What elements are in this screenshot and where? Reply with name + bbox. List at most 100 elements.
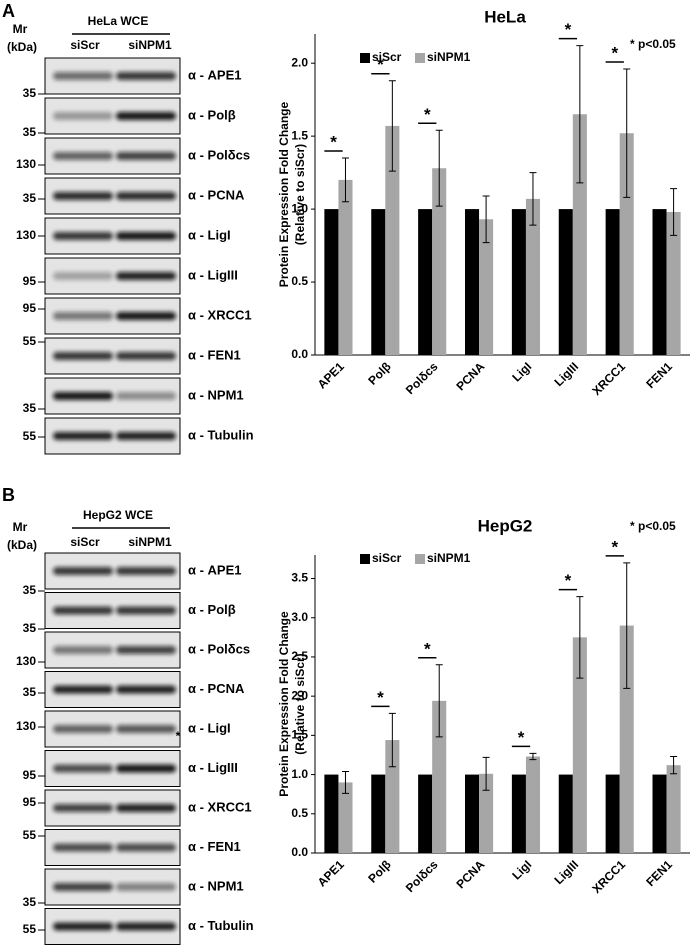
antibody-label: α - Polβ xyxy=(188,602,236,617)
antibody-label: α - LigI xyxy=(188,720,231,735)
blot-title: HepG2 WCE xyxy=(83,508,153,522)
significance-star: * xyxy=(424,639,431,658)
y-axis-label-note: (Relative to siScr) xyxy=(293,144,307,245)
band xyxy=(53,432,113,440)
x-tick-label: PCNA xyxy=(453,359,487,393)
y-tick-label: 0.5 xyxy=(291,806,308,820)
bar xyxy=(558,209,573,355)
y-tick-label: 2.0 xyxy=(291,55,308,69)
band xyxy=(116,843,176,852)
lane-label: siNPM1 xyxy=(128,38,172,52)
error-bar xyxy=(388,712,396,768)
band xyxy=(53,922,113,931)
antibody-label: α - PCNA xyxy=(188,187,245,202)
y-axis-label: Protein Expression Fold Change xyxy=(277,611,291,797)
error-bar xyxy=(435,664,443,738)
significance-star: * xyxy=(424,105,431,124)
band xyxy=(116,567,176,575)
bar xyxy=(324,209,339,355)
mw-marker: 95 xyxy=(23,768,37,782)
x-tick-label: LigIII xyxy=(551,359,581,389)
error-bar xyxy=(576,45,584,184)
bar xyxy=(465,209,480,355)
bar xyxy=(605,774,620,853)
band xyxy=(116,606,176,615)
y-tick-label: 3.5 xyxy=(291,571,308,585)
antibody-label: α - Tubulin xyxy=(188,427,254,442)
band xyxy=(116,432,176,440)
band xyxy=(53,883,113,891)
panel-label: B xyxy=(2,485,15,505)
x-tick-label: LigIII xyxy=(551,857,581,887)
legend-label: siScr xyxy=(372,50,402,64)
bar xyxy=(511,209,526,355)
band xyxy=(53,843,113,852)
x-tick-label: APE1 xyxy=(315,857,347,889)
antibody-label: α - LigIII xyxy=(188,760,238,775)
bar xyxy=(338,782,353,853)
error-bar xyxy=(435,129,443,207)
lane-label: siScr xyxy=(70,535,100,549)
y-tick-label: 0.0 xyxy=(291,845,308,859)
mw-marker: 95 xyxy=(23,795,37,809)
antibody-label: α - APE1 xyxy=(188,562,242,577)
y-tick-label: 2.5 xyxy=(291,649,308,663)
band xyxy=(53,232,113,240)
y-tick-label: 3.0 xyxy=(291,610,308,624)
band xyxy=(116,804,176,812)
antibody-label: α - Polδcs xyxy=(188,641,250,656)
band xyxy=(53,312,113,320)
y-tick-label: 2.0 xyxy=(291,688,308,702)
x-tick-label: FEN1 xyxy=(643,359,675,391)
bar xyxy=(418,774,433,853)
mw-marker: 35 xyxy=(23,191,37,205)
error-bar xyxy=(482,195,490,244)
band xyxy=(53,606,113,615)
mw-marker: 95 xyxy=(23,274,37,288)
antibody-label: α - LigI xyxy=(188,227,231,242)
error-bar xyxy=(341,157,349,203)
mw-marker: 35 xyxy=(23,86,37,100)
legend-label: siNPM1 xyxy=(427,551,471,565)
bar xyxy=(666,212,681,355)
mw-marker: 95 xyxy=(23,301,37,315)
significance-star: * xyxy=(518,728,525,747)
band xyxy=(53,685,113,694)
antibody-label: α - FEN1 xyxy=(188,839,241,854)
band xyxy=(53,646,113,654)
significance-star: * xyxy=(611,537,618,556)
antibody-label: α - Polβ xyxy=(188,107,236,122)
y-tick-label: 0.0 xyxy=(291,347,308,361)
error-bar xyxy=(670,188,678,236)
band-note: * xyxy=(176,729,181,743)
mw-marker: 55 xyxy=(23,334,37,348)
significance-star: * xyxy=(565,20,572,39)
bar xyxy=(619,133,634,355)
bar xyxy=(558,774,573,853)
x-tick-label: Polδcs xyxy=(403,857,441,895)
error-bar xyxy=(529,172,537,226)
x-tick-label: Polβ xyxy=(365,857,393,885)
bar xyxy=(572,637,587,853)
significance-star: * xyxy=(330,133,337,152)
mw-marker: 35 xyxy=(23,125,37,139)
panel-label: A xyxy=(2,1,15,21)
band xyxy=(116,352,176,360)
significance-star: * xyxy=(611,44,618,63)
band xyxy=(53,352,113,360)
legend-label: siNPM1 xyxy=(427,50,471,64)
significance-star: * xyxy=(377,55,384,74)
blot-title: HeLa WCE xyxy=(88,14,149,28)
antibody-label: α - XRCC1 xyxy=(188,307,252,322)
antibody-label: α - Polδcs xyxy=(188,147,250,162)
x-tick-label: Polβ xyxy=(365,359,393,387)
chart-title: HepG2 xyxy=(478,516,533,535)
bar xyxy=(525,198,540,355)
band xyxy=(116,272,176,280)
x-tick-label: LigI xyxy=(509,857,534,882)
band xyxy=(53,804,113,812)
x-tick-label: LigI xyxy=(509,359,534,384)
band xyxy=(53,764,113,773)
error-bar xyxy=(341,770,349,794)
